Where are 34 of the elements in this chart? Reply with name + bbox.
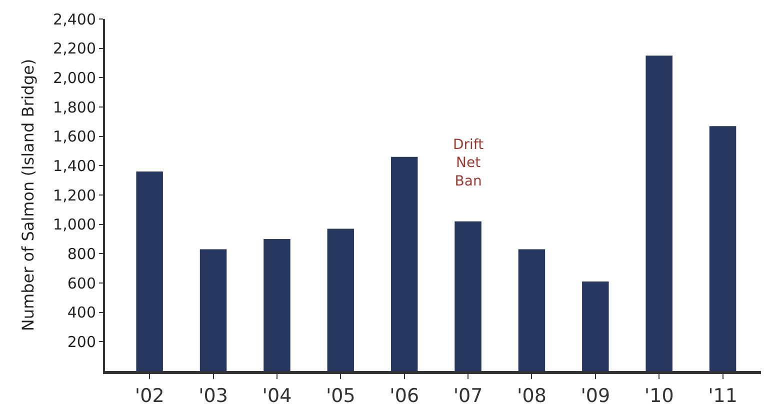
bar (200, 249, 227, 371)
y-tick-label: 1,200 (53, 186, 96, 204)
y-tick-label: 800 (67, 244, 96, 263)
bar (327, 228, 354, 371)
x-tick-label: '06 (390, 384, 420, 407)
x-tick-label: '11 (708, 384, 738, 407)
x-tick-label: '04 (262, 384, 292, 407)
x-tick-label: '08 (517, 384, 546, 407)
y-tick-label: 600 (67, 274, 96, 292)
bar (390, 156, 418, 371)
x-tick-label: '05 (326, 384, 356, 407)
bar (454, 221, 482, 371)
x-tick-label: '09 (580, 384, 610, 407)
y-tick-label: 1,000 (53, 216, 96, 234)
bar (264, 239, 290, 371)
bar (582, 282, 609, 371)
x-tick-label: '07 (453, 384, 483, 407)
y-tick-label: 200 (67, 332, 96, 351)
bar (518, 249, 546, 371)
bar (709, 126, 736, 371)
x-tick-label: '10 (644, 384, 674, 407)
y-tick-label: 1,600 (53, 128, 96, 146)
bar (136, 172, 163, 371)
y-tick-label: 2,400 (53, 10, 96, 28)
y-tick-label: 2,000 (53, 68, 96, 87)
bar (646, 56, 672, 371)
y-tick-label: 1,800 (53, 98, 96, 116)
x-tick-label: '02 (134, 384, 164, 407)
y-tick-label: 2,200 (53, 40, 96, 58)
annotation: Drift Net Ban (453, 137, 484, 190)
y-tick-label: 400 (67, 304, 96, 322)
y-axis-title: Number of Salmon (Island Bridge) (18, 58, 38, 332)
x-tick-label: '03 (198, 384, 228, 407)
y-tick-label: 1,400 (53, 156, 96, 175)
